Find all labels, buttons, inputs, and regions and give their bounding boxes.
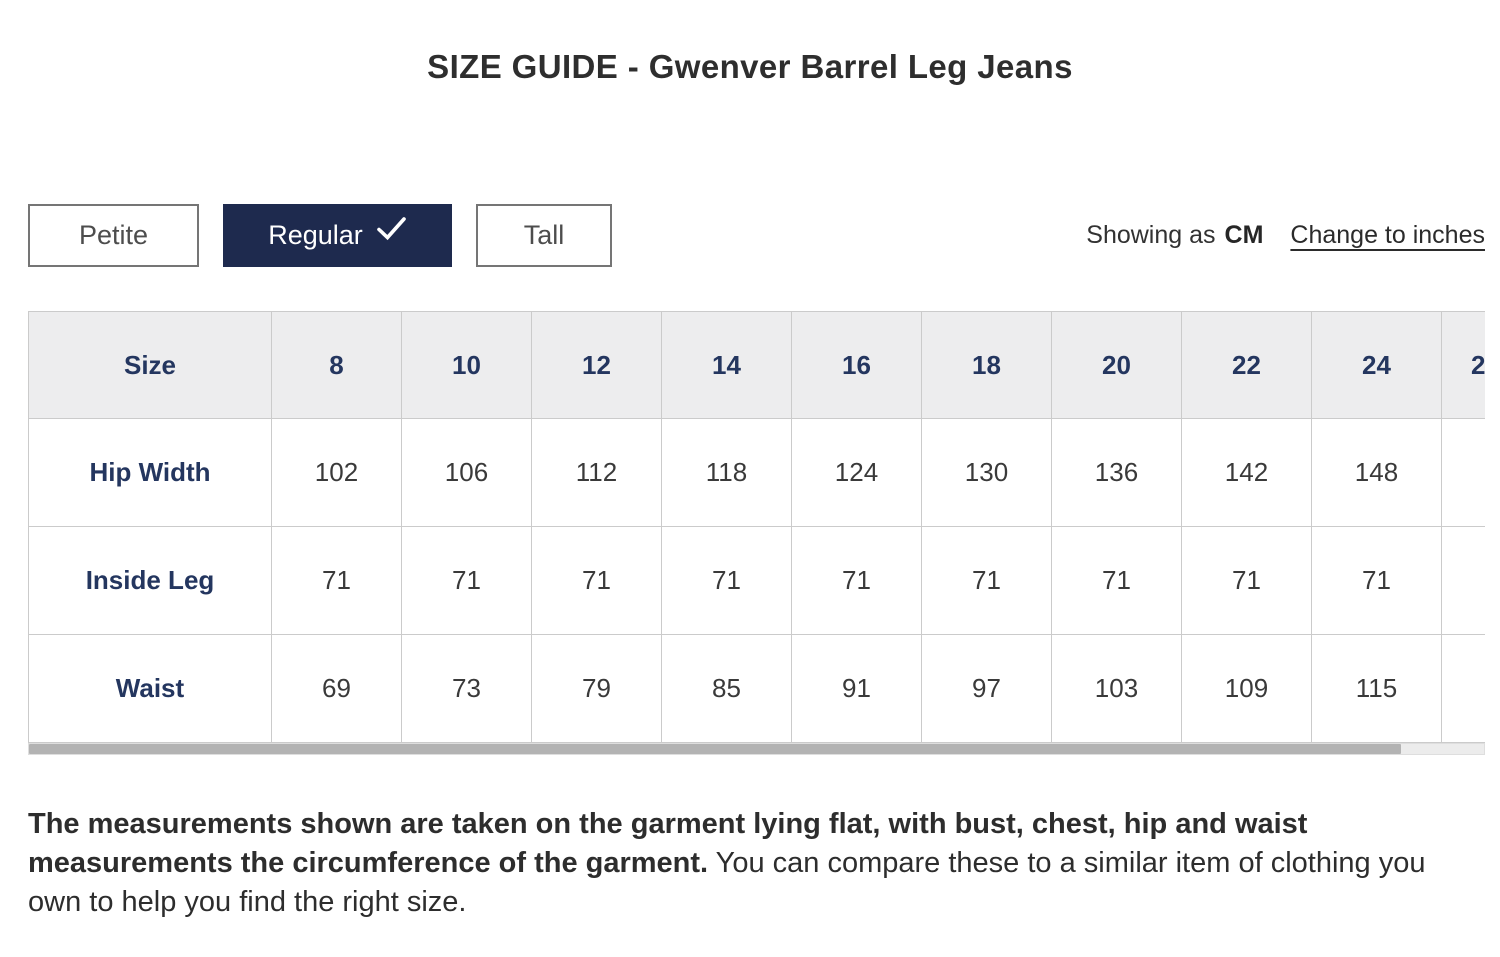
column-header: 22 bbox=[1181, 311, 1312, 419]
change-units-link[interactable]: Change to inches bbox=[1290, 221, 1485, 249]
row-label: Inside Leg bbox=[28, 526, 272, 635]
measurement-note-bold: The measurements shown are taken on the … bbox=[28, 808, 1308, 879]
scrollbar-thumb[interactable] bbox=[29, 744, 1401, 754]
table-cell: 112 bbox=[531, 418, 662, 527]
column-header: 20 bbox=[1051, 311, 1182, 419]
column-header: 16 bbox=[791, 311, 922, 419]
table-cell: 118 bbox=[661, 418, 792, 527]
measurement-note: The measurements shown are taken on the … bbox=[28, 805, 1480, 922]
column-header-size: Size bbox=[28, 311, 272, 419]
row-label: Waist bbox=[28, 634, 272, 743]
table-cell: 71 bbox=[401, 526, 532, 635]
table-cell: 73 bbox=[401, 634, 532, 743]
table-cell: 79 bbox=[531, 634, 662, 743]
table-cell: 71 bbox=[661, 526, 792, 635]
table-cell: 103 bbox=[1051, 634, 1182, 743]
table-cell: 97 bbox=[921, 634, 1052, 743]
column-header: 14 bbox=[661, 311, 792, 419]
table-cell: 85 bbox=[661, 634, 792, 743]
table-cell: 71 bbox=[271, 526, 402, 635]
table-cell: 136 bbox=[1051, 418, 1182, 527]
table-cell: 71 bbox=[1311, 526, 1442, 635]
table-horizontal-scrollbar[interactable] bbox=[28, 743, 1485, 755]
table-cell bbox=[1441, 418, 1485, 527]
table-cell: 69 bbox=[271, 634, 402, 743]
table-cell: 71 bbox=[1051, 526, 1182, 635]
table-cell: 115 bbox=[1311, 634, 1442, 743]
table-row-waist: Waist 69 73 79 85 91 97 103 109 115 bbox=[28, 634, 1485, 743]
column-header: 10 bbox=[401, 311, 532, 419]
table-cell: 71 bbox=[1181, 526, 1312, 635]
column-header: 26 bbox=[1441, 311, 1485, 419]
table-header-row: Size 8 10 12 14 16 18 20 22 24 26 bbox=[28, 311, 1485, 419]
table-cell: 148 bbox=[1311, 418, 1442, 527]
row-label: Hip Width bbox=[28, 418, 272, 527]
table-cell: 102 bbox=[271, 418, 402, 527]
controls-row: Petite Regular Tall Showing as CM Change… bbox=[28, 204, 1485, 267]
table-cell: 91 bbox=[791, 634, 922, 743]
table-cell: 71 bbox=[921, 526, 1052, 635]
table-cell: 130 bbox=[921, 418, 1052, 527]
page-title: SIZE GUIDE - Gwenver Barrel Leg Jeans bbox=[427, 48, 1073, 85]
table-cell: 142 bbox=[1181, 418, 1312, 527]
column-header: 24 bbox=[1311, 311, 1442, 419]
fit-tab-petite-label: Petite bbox=[78, 220, 149, 250]
table-cell bbox=[1441, 634, 1485, 743]
table-row-hip-width: Hip Width 102 106 112 118 124 130 136 14… bbox=[28, 418, 1485, 527]
column-header: 18 bbox=[921, 311, 1052, 419]
column-header: 12 bbox=[531, 311, 662, 419]
table-row-inside-leg: Inside Leg 71 71 71 71 71 71 71 71 71 bbox=[28, 526, 1485, 635]
column-header: 8 bbox=[271, 311, 402, 419]
table-cell: 109 bbox=[1181, 634, 1312, 743]
fit-tab-tall-label: Tall bbox=[523, 220, 565, 250]
unit-showing-text: Showing as CM bbox=[1086, 221, 1263, 250]
fit-tab-regular[interactable]: Regular bbox=[223, 204, 452, 267]
fit-tab-petite[interactable]: Petite bbox=[28, 204, 199, 267]
table-cell: 71 bbox=[791, 526, 922, 635]
fit-tabs: Petite Regular Tall bbox=[28, 204, 612, 267]
unit-bar: Showing as CM Change to inches bbox=[1086, 221, 1485, 250]
size-table-wrap: Size 8 10 12 14 16 18 20 22 24 26 Hip Wi… bbox=[28, 311, 1485, 743]
table-cell: 71 bbox=[531, 526, 662, 635]
table-cell: 106 bbox=[401, 418, 532, 527]
fit-tab-regular-label: Regular bbox=[268, 220, 363, 250]
unit-showing-prefix: Showing as bbox=[1086, 221, 1216, 249]
size-table: Size 8 10 12 14 16 18 20 22 24 26 Hip Wi… bbox=[28, 311, 1485, 743]
table-cell: 124 bbox=[791, 418, 922, 527]
table-cell bbox=[1441, 526, 1485, 635]
check-icon bbox=[376, 216, 407, 248]
measurement-note-regular: You can compare these to a similar item … bbox=[28, 847, 1426, 918]
unit-current: CM bbox=[1224, 221, 1264, 249]
fit-tab-tall[interactable]: Tall bbox=[476, 204, 612, 267]
